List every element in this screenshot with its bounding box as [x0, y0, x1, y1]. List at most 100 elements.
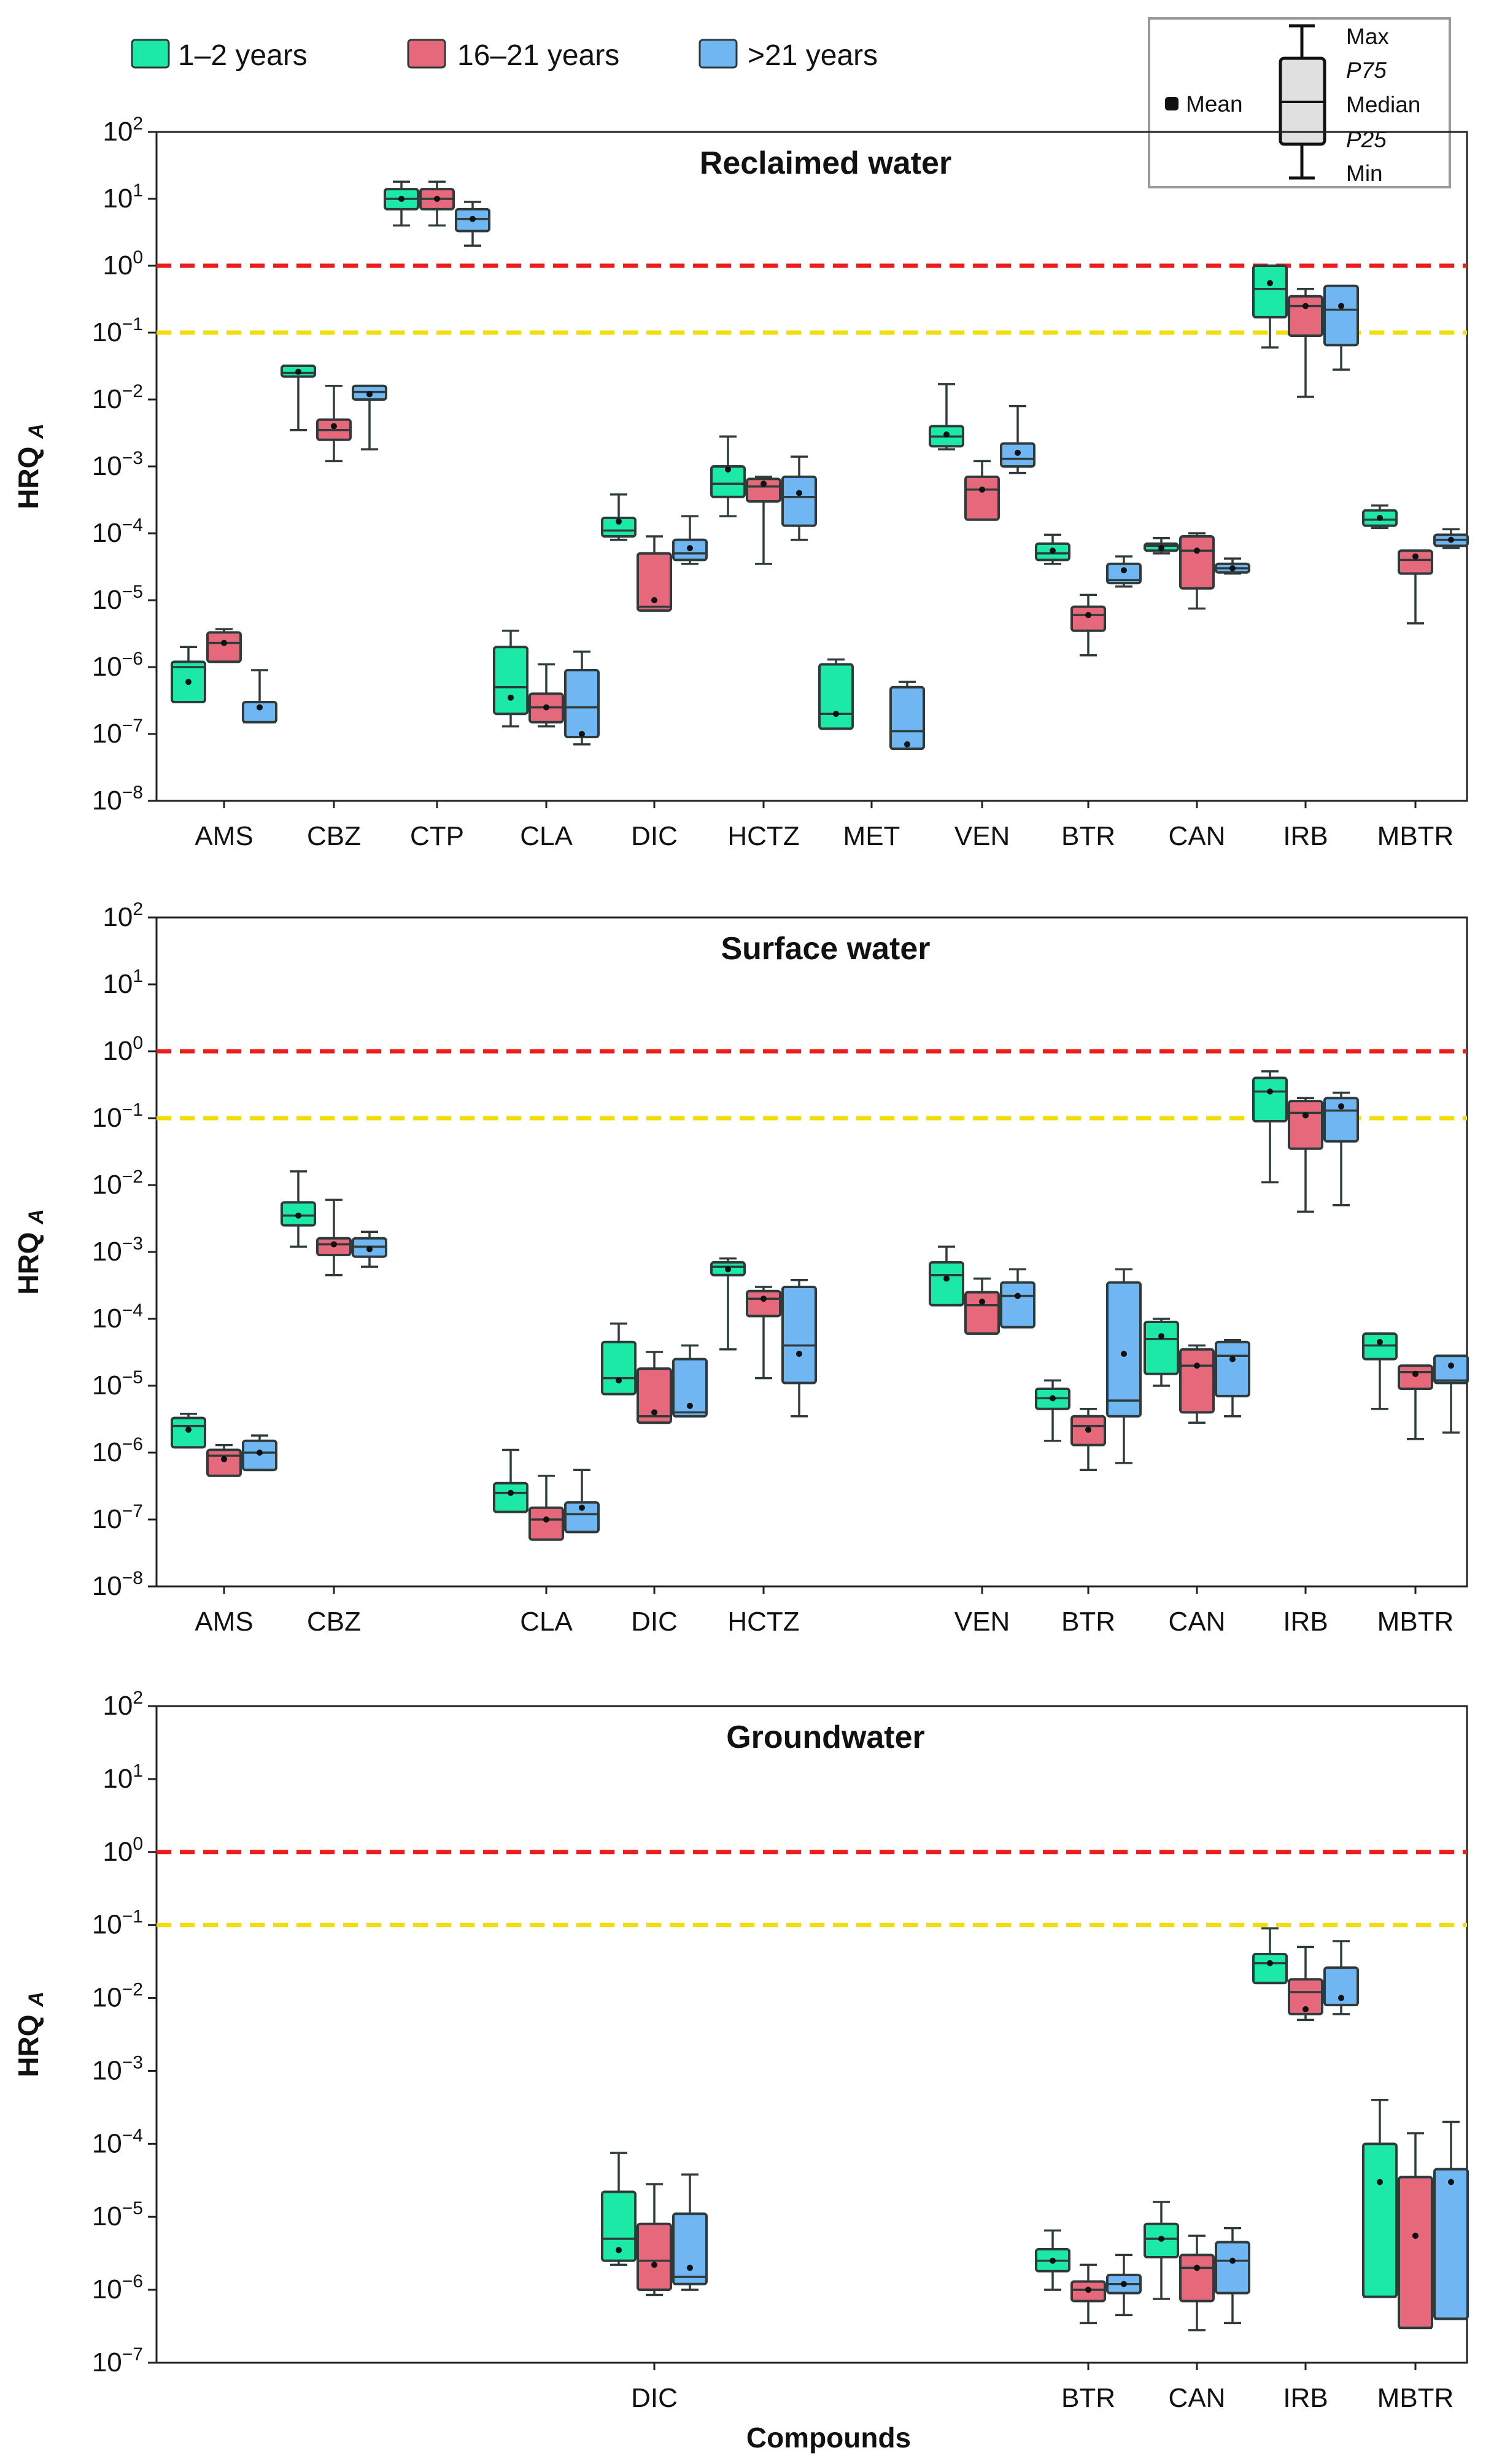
key-p75-label: P75	[1346, 58, 1387, 83]
box-dic-over-21-years-mean	[687, 1402, 693, 1409]
box-mbtr-1-2-years-iqr	[1362, 2142, 1398, 2298]
y-tick-label: 101	[103, 180, 143, 214]
panel-reclaimed-water: 10−8 10−7 10−6 10−5 10−4 10−3 10−2 10−1 100 101 10…	[12, 114, 1469, 851]
box-dic-over-21-years-iqr	[672, 2212, 708, 2285]
box-irb-16-21-years-mean	[1302, 303, 1309, 309]
box-btr-1-2-years-mean	[1050, 547, 1056, 554]
box-dic-16-21-years-mean	[651, 597, 657, 603]
box-mbtr-over-21-years-mean	[1448, 1362, 1454, 1369]
y-tick-label: 101	[103, 966, 143, 999]
box-ven-1-2-years-iqr	[929, 1261, 964, 1307]
legend-label-over-21-years: >21 years	[748, 39, 878, 72]
box-mbtr-over-21-years-iqr	[1433, 2168, 1469, 2320]
box-met-1-2-years-mean	[833, 711, 839, 717]
box-cbz-over-21-years-mean	[366, 391, 373, 398]
box-ctp-16-21-years	[419, 180, 455, 227]
box-can-1-2-years-iqr	[1144, 1320, 1179, 1375]
box-dic-over-21-years-mean	[687, 545, 693, 552]
box-irb-1-2-years-iqr	[1252, 1952, 1288, 1985]
legend-label-1-2-years: 1–2 years	[178, 39, 308, 72]
box-hctz-1-2-years-mean	[725, 466, 731, 473]
x-axis-title: Compounds	[746, 2422, 911, 2454]
y-tick-label: 10−6	[92, 649, 143, 682]
box-dic-16-21-years-iqr	[637, 1367, 672, 1424]
box-ven-16-21-years	[964, 460, 1000, 521]
box-btr-over-21-years-iqr	[1106, 1281, 1142, 1418]
x-tick-label-mbtr: MBTR	[1377, 821, 1454, 851]
panel-title: Surface water	[721, 931, 930, 967]
key-mean-label: Mean	[1186, 91, 1243, 117]
y-tick-label: 10−1	[92, 314, 143, 347]
box-ams-1-2-years-mean	[185, 1426, 192, 1433]
box-can-16-21-years-iqr	[1179, 535, 1215, 590]
box-irb-1-2-years-mean	[1267, 1960, 1273, 1966]
box-cla-1-2-years	[493, 629, 528, 728]
y-tick-label: 10−7	[92, 2344, 143, 2377]
box-mbtr-over-21-years-iqr	[1433, 1354, 1469, 1385]
box-irb-1-2-years	[1252, 1070, 1288, 1184]
box-btr-16-21-years-iqr	[1070, 605, 1106, 632]
x-tick-label-hctz: HCTZ	[727, 821, 799, 851]
y-tick-label: 10−3	[92, 448, 143, 481]
x-tick-label-ven: VEN	[954, 821, 1010, 851]
y-tick-label: 10−5	[92, 2198, 143, 2231]
box-dic-16-21-years	[637, 2183, 672, 2296]
y-tick-label: 101	[103, 1761, 143, 1794]
box-cbz-over-21-years-mean	[366, 1246, 373, 1253]
x-tick-label-dic: DIC	[631, 821, 678, 851]
box-cla-16-21-years-mean	[543, 704, 549, 711]
box-cla-over-21-years-iqr	[564, 1501, 600, 1534]
box-ven-16-21-years-mean	[979, 486, 985, 493]
box-ams-over-21-years	[242, 1434, 277, 1472]
box-dic-16-21-years-mean	[651, 1409, 657, 1416]
x-tick-label-cbz: CBZ	[307, 821, 361, 851]
box-ven-16-21-years-mean	[979, 1299, 985, 1305]
box-dic-over-21-years-iqr	[672, 1358, 708, 1418]
box-btr-over-21-years-mean	[1121, 1350, 1127, 1357]
box-btr-over-21-years-mean	[1121, 567, 1127, 574]
x-tick-label-met: MET	[843, 821, 900, 851]
box-btr-1-2-years-mean	[1050, 2257, 1056, 2264]
y-tick-label: 10−3	[92, 2052, 143, 2085]
box-can-16-21-years	[1179, 1344, 1215, 1424]
box-hctz-over-21-years-mean	[796, 1350, 802, 1357]
legend-swatch-1-2-years	[131, 39, 170, 69]
box-hctz-over-21-years-iqr	[781, 475, 817, 527]
plot-frame	[155, 131, 1468, 802]
box-irb-over-21-years-mean	[1338, 1103, 1344, 1110]
legend-swatch-16-21-years	[407, 39, 446, 69]
y-tick-label: 10−6	[92, 1434, 143, 1467]
box-irb-16-21-years	[1288, 288, 1323, 398]
box-ams-over-21-years	[242, 669, 277, 724]
box-can-16-21-years	[1179, 2234, 1215, 2331]
box-ven-16-21-years-iqr	[964, 475, 1000, 521]
box-ven-1-2-years-mean	[943, 431, 950, 438]
box-mbtr-1-2-years	[1362, 504, 1398, 530]
panel-surface-water: 10−8 10−7 10−6 10−5 10−4 10−3 10−2 10−1 100 101 10…	[12, 899, 1469, 1637]
box-cla-16-21-years	[528, 1475, 564, 1541]
box-ctp-1-2-years	[384, 180, 419, 227]
box-ams-1-2-years	[171, 1413, 206, 1449]
legend-swatch-over-21-years	[699, 39, 738, 69]
box-ams-over-21-years-mean	[257, 1450, 263, 1456]
box-hctz-over-21-years	[781, 455, 817, 541]
box-irb-16-21-years	[1288, 1097, 1323, 1213]
boxplot-key: Mean Max P75 Median P25 Min	[1148, 17, 1451, 188]
box-dic-1-2-years	[601, 1322, 637, 1396]
y-tick-label: 100	[103, 247, 143, 280]
box-dic-over-21-years	[672, 2173, 708, 2291]
box-irb-1-2-years-mean	[1267, 1088, 1273, 1095]
box-irb-over-21-years-iqr	[1323, 284, 1359, 347]
box-mbtr-16-21-years	[1398, 2132, 1433, 2330]
box-met-over-21-years-mean	[904, 741, 910, 747]
box-dic-16-21-years-iqr	[637, 552, 672, 612]
box-irb-1-2-years-iqr	[1252, 265, 1288, 319]
y-tick-label: 102	[103, 899, 143, 932]
box-irb-over-21-years-mean	[1338, 303, 1344, 309]
box-btr-16-21-years	[1070, 593, 1106, 657]
x-tick-label-btr: BTR	[1061, 1607, 1115, 1637]
box-hctz-1-2-years	[710, 1257, 746, 1351]
box-cla-1-2-years-mean	[508, 1489, 514, 1496]
box-btr-over-21-years-iqr	[1106, 562, 1142, 585]
key-min-label: Min	[1346, 161, 1383, 186]
